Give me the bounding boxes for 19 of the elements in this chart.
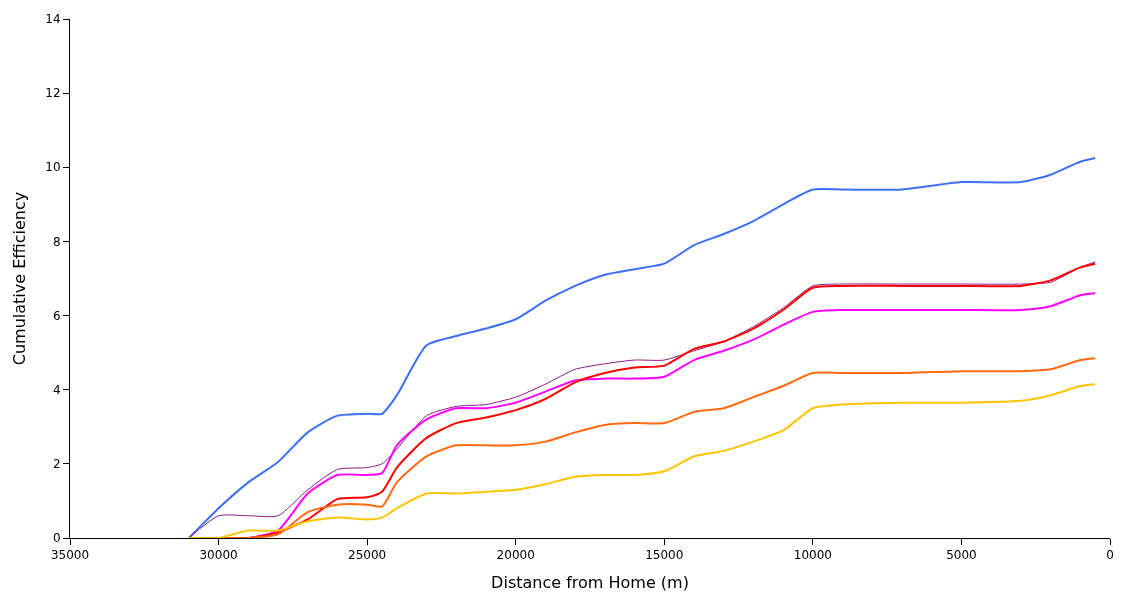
y-tick-label: 2 — [52, 457, 61, 472]
x-axis-title: Distance from Home (m) — [491, 573, 689, 593]
y-tick-label: 8 — [52, 234, 61, 249]
line-series — [187, 157, 1097, 538]
x-tick-label: 25000 — [348, 548, 387, 563]
y-tick-label: 4 — [52, 382, 61, 397]
y-axis-title: Cumulative Efficiency — [10, 191, 30, 366]
y-tick-label: 14 — [45, 12, 61, 27]
x-tick-label: 30000 — [199, 548, 238, 563]
x-tick-label: 20000 — [496, 548, 535, 563]
y-tick-label: 12 — [45, 86, 61, 101]
x-tick-label: 35000 — [50, 548, 90, 563]
y-tick-label: 10 — [45, 160, 61, 175]
x-tick-label: 0 — [1106, 548, 1114, 563]
x-tick-label: 5000 — [946, 548, 977, 563]
y-tick-label: 6 — [52, 308, 61, 323]
x-tick-label: 10000 — [793, 548, 832, 563]
y-tick-label: 0 — [52, 531, 61, 546]
x-tick-label: 15000 — [645, 548, 684, 563]
